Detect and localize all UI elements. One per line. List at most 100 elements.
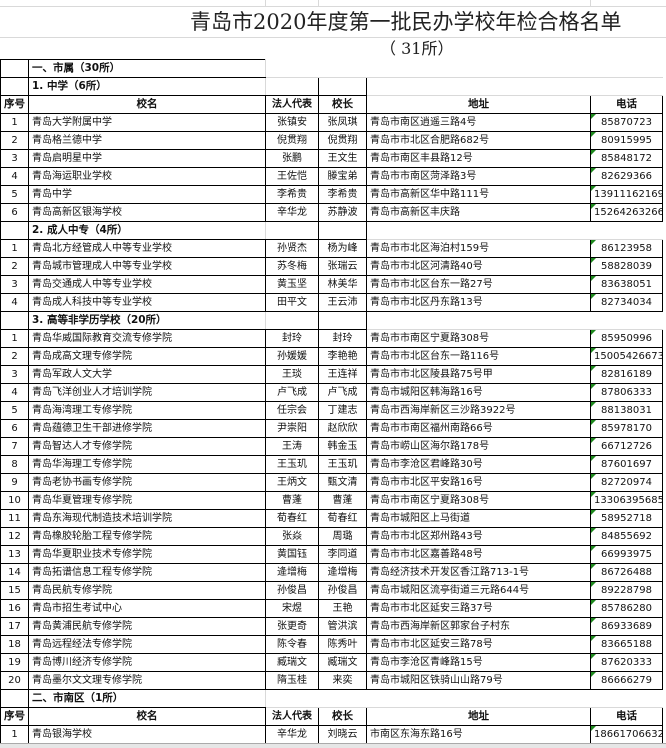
legal-representative[interactable]: 宋煜 bbox=[265, 599, 319, 618]
phone[interactable]: 18661706632 bbox=[590, 725, 663, 744]
legal-representative[interactable]: 王涛 bbox=[265, 437, 319, 456]
address[interactable]: 青岛市城阳区上马街道 bbox=[366, 509, 591, 528]
principal[interactable]: 来奕 bbox=[318, 671, 367, 690]
address[interactable]: 青岛市市北区郑州路43号 bbox=[366, 527, 591, 546]
row-index[interactable]: 14 bbox=[0, 563, 29, 582]
school-name[interactable]: 青岛黄浦民航专修学院 bbox=[28, 617, 266, 636]
address[interactable]: 青岛市城阳区韩海路16号 bbox=[366, 383, 591, 402]
principal[interactable]: 管洪滨 bbox=[318, 617, 367, 636]
row-index[interactable]: 17 bbox=[0, 617, 29, 636]
row-index[interactable]: 4 bbox=[0, 167, 29, 186]
table-row[interactable]: 11 青岛东海现代制造技术培训学院 荀春红 荀春红 青岛市城阳区上马街道 58952718 bbox=[0, 509, 663, 528]
legal-representative[interactable]: 尹崇阳 bbox=[265, 419, 319, 438]
row-index[interactable]: 13 bbox=[0, 545, 29, 564]
legal-representative[interactable]: 任宗会 bbox=[265, 401, 319, 420]
table-row[interactable]: 9 青岛老协书画专修学院 王炳文 甄文清 青岛市市北区平安路16号 82720974 bbox=[0, 473, 663, 492]
phone[interactable]: 89228798 bbox=[590, 581, 663, 600]
phone[interactable]: 86666279 bbox=[590, 671, 663, 690]
school-name[interactable]: 青岛老协书画专修学院 bbox=[28, 473, 266, 492]
principal[interactable]: 王文生 bbox=[318, 149, 367, 168]
phone[interactable]: 82816189 bbox=[590, 365, 663, 384]
principal[interactable]: 苏静波 bbox=[318, 203, 367, 222]
row-index[interactable]: 9 bbox=[0, 473, 29, 492]
address[interactable]: 青岛市市北区陵县路75号甲 bbox=[366, 365, 591, 384]
table-row[interactable]: 3 青岛启明星中学 张鹏 王文生 青岛市南区丰县路12号 85848172 bbox=[0, 149, 663, 168]
legal-representative[interactable]: 臧瑞文 bbox=[265, 653, 319, 672]
row-index[interactable]: 11 bbox=[0, 509, 29, 528]
phone[interactable]: 85978170 bbox=[590, 419, 663, 438]
address[interactable]: 青岛市高新区华中路111号 bbox=[366, 185, 591, 204]
legal-representative[interactable]: 张镇安 bbox=[265, 113, 319, 132]
address[interactable]: 青岛市市北区河清路40号 bbox=[366, 257, 591, 276]
row-index[interactable]: 10 bbox=[0, 491, 29, 510]
legal-representative[interactable]: 王玉玑 bbox=[265, 455, 319, 474]
phone[interactable]: 13911162169 bbox=[590, 185, 663, 204]
school-name[interactable]: 青岛成人科技中等专业学校 bbox=[28, 293, 266, 312]
school-name[interactable]: 青岛军政人文大学 bbox=[28, 365, 266, 384]
school-name[interactable]: 青岛博川经济专修学院 bbox=[28, 653, 266, 672]
legal-representative[interactable]: 陈令春 bbox=[265, 635, 319, 654]
address[interactable]: 青岛市市北区合肥路682号 bbox=[366, 131, 591, 150]
row-index[interactable]: 1 bbox=[0, 725, 29, 744]
row-index[interactable]: 2 bbox=[0, 257, 29, 276]
row-index[interactable]: 3 bbox=[0, 275, 29, 294]
address[interactable]: 青岛市市北区嘉善路48号 bbox=[366, 545, 591, 564]
school-name[interactable]: 青岛城市管理成人中等专业学校 bbox=[28, 257, 266, 276]
row-index[interactable]: 1 bbox=[0, 113, 29, 132]
principal[interactable]: 臧瑞文 bbox=[318, 653, 367, 672]
principal[interactable]: 王云沛 bbox=[318, 293, 367, 312]
address[interactable]: 青岛市城阳区流亭街道三元路644号 bbox=[366, 581, 591, 600]
address[interactable]: 青岛市市北区延安三路37号 bbox=[366, 599, 591, 618]
principal[interactable]: 倪贯翔 bbox=[318, 131, 367, 150]
phone[interactable]: 85848172 bbox=[590, 149, 663, 168]
school-name[interactable]: 青岛高新区银海学校 bbox=[28, 203, 266, 222]
school-name[interactable]: 青岛华威国际教育交流专修学院 bbox=[28, 329, 266, 348]
table-row[interactable]: 2 青岛格兰德中学 倪贯翔 倪贯翔 青岛市市北区合肥路682号 80915995 bbox=[0, 131, 663, 150]
row-index[interactable]: 12 bbox=[0, 527, 29, 546]
table-row[interactable]: 1 青岛大学附属中学 张镇安 张凤琪 青岛市南区逍遥三路4号 85870723 bbox=[0, 113, 663, 132]
phone[interactable]: 82734034 bbox=[590, 293, 663, 312]
row-index[interactable]: 1 bbox=[0, 329, 29, 348]
legal-representative[interactable]: 黄玉坚 bbox=[265, 275, 319, 294]
phone[interactable]: 87806333 bbox=[590, 383, 663, 402]
row-index[interactable]: 6 bbox=[0, 203, 29, 222]
legal-representative[interactable]: 辛华龙 bbox=[265, 725, 319, 744]
principal[interactable]: 王玉玑 bbox=[318, 455, 367, 474]
principal[interactable]: 滕宝弟 bbox=[318, 167, 367, 186]
table-row[interactable]: 3 青岛军政人文大学 王琰 王连祥 青岛市市北区陵县路75号甲 82816189 bbox=[0, 365, 663, 384]
principal[interactable]: 甄文清 bbox=[318, 473, 367, 492]
principal[interactable]: 杨为峰 bbox=[318, 239, 367, 258]
school-name[interactable]: 青岛银海学校 bbox=[28, 725, 266, 744]
table-row[interactable]: 16 青岛市招生考试中心 宋煜 王艳 青岛市市北区延安三路37号 85786280 bbox=[0, 599, 663, 618]
legal-representative[interactable]: 黄国钰 bbox=[265, 545, 319, 564]
legal-representative[interactable]: 李希贵 bbox=[265, 185, 319, 204]
principal[interactable]: 林美华 bbox=[318, 275, 367, 294]
legal-representative[interactable]: 苏冬梅 bbox=[265, 257, 319, 276]
row-index[interactable]: 2 bbox=[0, 131, 29, 150]
table-row[interactable]: 14 青岛拓谱信息工程专修学院 逄增梅 逄增梅 青岛经济技术开发区香江路713-1号 86… bbox=[0, 563, 663, 582]
table-row[interactable]: 5 青岛海湾理工专修学院 任宗会 丁建志 青岛市西海岸新区三沙路3922号 8813803… bbox=[0, 401, 663, 420]
phone[interactable]: 87601697 bbox=[590, 455, 663, 474]
school-name[interactable]: 青岛中学 bbox=[28, 185, 266, 204]
table-row[interactable]: 4 青岛飞洋创业人才培训学院 卢飞成 卢飞成 青岛市城阳区韩海路16号 87806333 bbox=[0, 383, 663, 402]
row-index[interactable]: 3 bbox=[0, 149, 29, 168]
table-row[interactable]: 2 青岛成高文理专修学院 孙媛媛 李艳艳 青岛市市北区台东一路116号 150054266… bbox=[0, 347, 663, 366]
address[interactable]: 青岛市市南区菏泽路3号 bbox=[366, 167, 591, 186]
table-row[interactable]: 18 青岛远程经法专修学院 陈令春 陈秀叶 青岛市市北区延安三路78号 83665188 bbox=[0, 635, 663, 654]
school-name[interactable]: 青岛飞洋创业人才培训学院 bbox=[28, 383, 266, 402]
table-row[interactable]: 3 青岛交通成人中等专业学校 黄玉坚 林美华 青岛市市北区台东一路27号 83638051 bbox=[0, 275, 663, 294]
principal[interactable]: 王艳 bbox=[318, 599, 367, 618]
phone[interactable]: 82720974 bbox=[590, 473, 663, 492]
phone[interactable]: 58952718 bbox=[590, 509, 663, 528]
school-name[interactable]: 青岛华海理工专修学院 bbox=[28, 455, 266, 474]
principal[interactable]: 刘晓云 bbox=[318, 725, 367, 744]
phone[interactable]: 15005426673 bbox=[590, 347, 663, 366]
principal[interactable]: 封玲 bbox=[318, 329, 367, 348]
phone[interactable]: 85950996 bbox=[590, 329, 663, 348]
address[interactable]: 青岛经济技术开发区香江路713-1号 bbox=[366, 563, 591, 582]
school-name[interactable]: 青岛启明星中学 bbox=[28, 149, 266, 168]
table-row[interactable]: 15 青岛民航专修学院 孙俊昌 孙俊昌 青岛市城阳区流亭街道三元路644号 8922879… bbox=[0, 581, 663, 600]
address[interactable]: 青岛市市南区福州南路66号 bbox=[366, 419, 591, 438]
phone[interactable]: 58828039 bbox=[590, 257, 663, 276]
school-name[interactable]: 青岛民航专修学院 bbox=[28, 581, 266, 600]
